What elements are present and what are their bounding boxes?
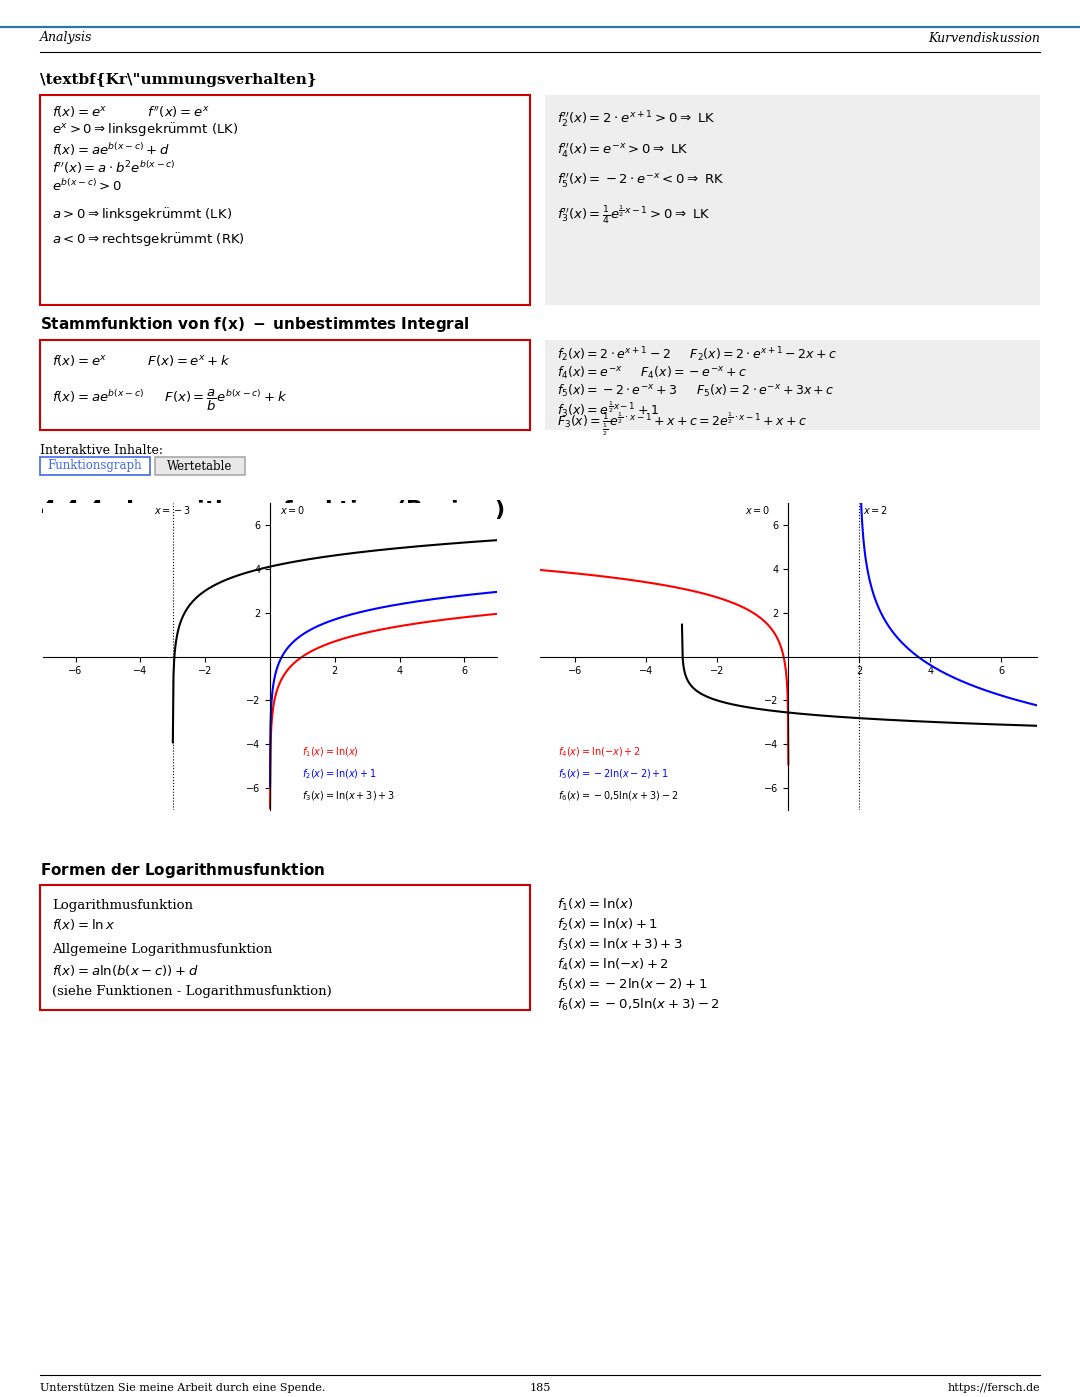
Text: Unterstützen Sie meine Arbeit durch eine Spende.: Unterstützen Sie meine Arbeit durch eine… bbox=[40, 1383, 325, 1393]
Text: 185: 185 bbox=[529, 1383, 551, 1393]
$f_2(x)=\ln(x)+1$ bbox=[449, 588, 462, 605]
$f_1(x)=\ln(x)$ bbox=[490, 605, 503, 622]
Text: $a < 0 \Rightarrow \mathrm{rechtsgekr\ddot{u}mmt\ (RK)}$: $a < 0 \Rightarrow \mathrm{rechtsgekr\dd… bbox=[52, 231, 245, 249]
Text: $f_5(x) = -2\ln(x-2) + 1$: $f_5(x) = -2\ln(x-2) + 1$ bbox=[557, 767, 669, 781]
Text: $f_1\left(x\right) = \ln(x)$: $f_1\left(x\right) = \ln(x)$ bbox=[302, 746, 360, 759]
$f_2(x)=\ln(x)+1$ bbox=[485, 584, 498, 601]
$f_2(x)=\ln(x)+1$ bbox=[490, 584, 503, 601]
Text: (siehe Funktionen - Logarithmusfunktion): (siehe Funktionen - Logarithmusfunktion) bbox=[52, 985, 332, 999]
Text: $e^{x} > 0 \Rightarrow \mathrm{linksgekr\ddot{u}mmt\ (LK)}$: $e^{x} > 0 \Rightarrow \mathrm{linksgekr… bbox=[52, 122, 239, 138]
Text: $f_3^{\prime\prime}(x) = \frac{1}{4}e^{\frac{1}{2}x-1} > 0 \Rightarrow \mathrm{\: $f_3^{\prime\prime}(x) = \frac{1}{4}e^{\… bbox=[557, 204, 711, 226]
$f_2(x)=\ln(x)+1$ bbox=[373, 599, 386, 616]
$f_2(x)=\ln(x)+1$ bbox=[264, 778, 276, 795]
Text: $f_3(x) = \ln(x+3) + 3$: $f_3(x) = \ln(x+3) + 3$ bbox=[302, 789, 395, 803]
$f_1(x)=\ln(x)$ bbox=[372, 622, 384, 638]
Text: $f_4(x) = \ln(-x) + 2$: $f_4(x) = \ln(-x) + 2$ bbox=[557, 957, 670, 974]
Text: $x=0$: $x=0$ bbox=[280, 504, 306, 515]
Text: $\mathbf{Formen\ der\ Logarithmusfunktion}$: $\mathbf{Formen\ der\ Logarithmusfunktio… bbox=[40, 861, 325, 880]
Text: $f_5^{\prime\prime}(x) = -2 \cdot e^{-x} < 0 \Rightarrow \mathrm{\ RK}$: $f_5^{\prime\prime}(x) = -2 \cdot e^{-x}… bbox=[557, 170, 725, 189]
Text: $f(x) = ae^{b(x-c)} + d$: $f(x) = ae^{b(x-c)} + d$ bbox=[52, 141, 171, 158]
Text: $f^{\prime\prime}(x) = a \cdot b^2 e^{b(x-c)}$: $f^{\prime\prime}(x) = a \cdot b^2 e^{b(… bbox=[52, 159, 176, 176]
Text: \textbf{Kr\"ummungsverhalten}: \textbf{Kr\"ummungsverhalten} bbox=[40, 73, 316, 87]
FancyBboxPatch shape bbox=[40, 886, 530, 1010]
Text: $f\left(x\right) = e^{x}$          $f^{\prime\prime}\left(x\right) = e^{x}$: $f\left(x\right) = e^{x}$ $f^{\prime\pri… bbox=[52, 105, 210, 120]
Text: Wertetable: Wertetable bbox=[167, 460, 232, 472]
Text: $F_3(x) = \frac{1}{\frac{1}{2}}e^{\frac{1}{2}\cdot x - 1} + x + c = 2e^{\frac{1}: $F_3(x) = \frac{1}{\frac{1}{2}}e^{\frac{… bbox=[557, 411, 808, 437]
Text: Logarithmusfunktion: Logarithmusfunktion bbox=[52, 898, 193, 911]
Text: $f_2(x) = 2 \cdot e^{x+1} - 2$     $F_2(x) = 2 \cdot e^{x+1} - 2x + c$: $f_2(x) = 2 \cdot e^{x+1} - 2$ $F_2(x) =… bbox=[557, 345, 837, 365]
Text: $f_4(x) = e^{-x}$     $F_4(x) = -e^{-x} + c$: $f_4(x) = e^{-x}$ $F_4(x) = -e^{-x} + c$ bbox=[557, 365, 747, 381]
$f_2(x)=\ln(x)+1$ bbox=[372, 599, 384, 616]
Text: $a > 0 \Rightarrow \mathrm{linksgekr\ddot{u}mmt\ (LK)}$: $a > 0 \Rightarrow \mathrm{linksgekr\ddo… bbox=[52, 207, 232, 224]
Text: $f_2(x) = \ln(x) + 1$: $f_2(x) = \ln(x) + 1$ bbox=[302, 767, 377, 781]
Text: $f(x) = \ln x$: $f(x) = \ln x$ bbox=[52, 918, 116, 933]
Text: Funktionsgraph: Funktionsgraph bbox=[48, 460, 143, 472]
$f_3(x)=\ln(x+3)+3$ bbox=[490, 532, 503, 549]
$f_2(x)=\ln(x)+1$ bbox=[387, 597, 400, 613]
Text: $f_3(x) = e^{\frac{1}{2}x-1} + 1$: $f_3(x) = e^{\frac{1}{2}x-1} + 1$ bbox=[557, 400, 659, 419]
$f_1(x)=\ln(x)$ bbox=[264, 800, 276, 817]
FancyBboxPatch shape bbox=[40, 457, 150, 475]
Text: $x=0$: $x=0$ bbox=[745, 504, 771, 515]
Text: $e^{b(x-c)} > 0$: $e^{b(x-c)} > 0$ bbox=[52, 177, 122, 194]
Text: $f_6(x) = -0{,}5\ln(x+3) - 2$: $f_6(x) = -0{,}5\ln(x+3) - 2$ bbox=[557, 789, 678, 803]
Text: $x=-3$: $x=-3$ bbox=[154, 504, 191, 515]
FancyBboxPatch shape bbox=[545, 339, 1040, 430]
FancyBboxPatch shape bbox=[40, 95, 530, 305]
Line: $f_3(x)=\ln(x+3)+3$: $f_3(x)=\ln(x+3)+3$ bbox=[173, 541, 497, 742]
Text: https://fersch.de: https://fersch.de bbox=[947, 1383, 1040, 1393]
Line: $f_1(x)=\ln(x)$: $f_1(x)=\ln(x)$ bbox=[270, 613, 497, 809]
Text: $f_2(x) = \ln(x) + 1$: $f_2(x) = \ln(x) + 1$ bbox=[557, 916, 658, 933]
$f_3(x)=\ln(x+3)+3$ bbox=[166, 733, 179, 750]
FancyBboxPatch shape bbox=[156, 457, 245, 475]
Text: $\mathbf{4.4.4 \quad Logarithmusfunktion\ (Basis\ e)}$: $\mathbf{4.4.4 \quad Logarithmusfunktion… bbox=[40, 497, 504, 522]
$f_3(x)=\ln(x+3)+3$ bbox=[322, 548, 335, 564]
$f_3(x)=\ln(x+3)+3$ bbox=[483, 532, 496, 549]
Text: $f(x) = a\ln(b(x-c)) + d$: $f(x) = a\ln(b(x-c)) + d$ bbox=[52, 963, 199, 978]
$f_3(x)=\ln(x+3)+3$ bbox=[432, 536, 445, 553]
Text: $x=2$: $x=2$ bbox=[863, 504, 888, 515]
FancyBboxPatch shape bbox=[545, 95, 1040, 305]
Text: $f_6(x) = -0{,}5\ln(x+3) - 2$: $f_6(x) = -0{,}5\ln(x+3) - 2$ bbox=[557, 997, 720, 1013]
$f_1(x)=\ln(x)$ bbox=[387, 619, 400, 636]
Text: Interaktive Inhalte:: Interaktive Inhalte: bbox=[40, 443, 163, 457]
Text: $f_1(x) = \ln(x)$: $f_1(x) = \ln(x)$ bbox=[557, 897, 634, 914]
$f_1(x)=\ln(x)$ bbox=[485, 606, 498, 623]
Text: $f\left(x\right) = ae^{b(x-c)}$     $F(x) = \dfrac{a}{b}e^{b(x-c)} + k$: $f\left(x\right) = ae^{b(x-c)}$ $F(x) = … bbox=[52, 387, 287, 412]
$f_3(x)=\ln(x+3)+3$ bbox=[360, 543, 373, 560]
$f_3(x)=\ln(x+3)+3$ bbox=[341, 545, 354, 562]
Text: Kurvendiskussion: Kurvendiskussion bbox=[928, 32, 1040, 45]
Text: $f_4^{\prime\prime}(x) = e^{-x} > 0 \Rightarrow \mathrm{\ LK}$: $f_4^{\prime\prime}(x) = e^{-x} > 0 \Rig… bbox=[557, 141, 688, 159]
$f_1(x)=\ln(x)$ bbox=[449, 610, 462, 627]
$f_3(x)=\ln(x+3)+3$ bbox=[321, 548, 334, 564]
Text: $\mathbf{Stammfunktion\ von\ f(x)\ -\ unbestimmtes\ Integral}$: $\mathbf{Stammfunktion\ von\ f(x)\ -\ un… bbox=[40, 316, 470, 334]
Text: $f_5(x) = -2\ln(x-2) + 1$: $f_5(x) = -2\ln(x-2) + 1$ bbox=[557, 977, 707, 993]
FancyBboxPatch shape bbox=[40, 339, 530, 430]
Text: $f\left(x\right) = e^{x}$          $F(x) = e^{x} + k$: $f\left(x\right) = e^{x}$ $F(x) = e^{x} … bbox=[52, 352, 231, 367]
$f_2(x)=\ln(x)+1$ bbox=[399, 595, 411, 612]
$f_1(x)=\ln(x)$ bbox=[399, 617, 411, 634]
Text: $f_4\left(x\right) = \ln(-x) + 2$: $f_4\left(x\right) = \ln(-x) + 2$ bbox=[557, 746, 640, 759]
$f_1(x)=\ln(x)$ bbox=[373, 622, 386, 638]
Line: $f_2(x)=\ln(x)+1$: $f_2(x)=\ln(x)+1$ bbox=[270, 592, 497, 787]
Text: $f_5(x) = -2 \cdot e^{-x} + 3$     $F_5(x) = 2 \cdot e^{-x} + 3x + c$: $f_5(x) = -2 \cdot e^{-x} + 3$ $F_5(x) =… bbox=[557, 383, 835, 400]
Text: $f_3(x) = \ln(x+3) + 3$: $f_3(x) = \ln(x+3) + 3$ bbox=[557, 937, 683, 953]
Text: Allgemeine Logarithmusfunktion: Allgemeine Logarithmusfunktion bbox=[52, 943, 272, 957]
Text: Analysis: Analysis bbox=[40, 32, 93, 45]
Text: $f_2^{\prime\prime}(x) = 2 \cdot e^{x+1} > 0 \Rightarrow \mathrm{\ LK}$: $f_2^{\prime\prime}(x) = 2 \cdot e^{x+1}… bbox=[557, 110, 716, 130]
